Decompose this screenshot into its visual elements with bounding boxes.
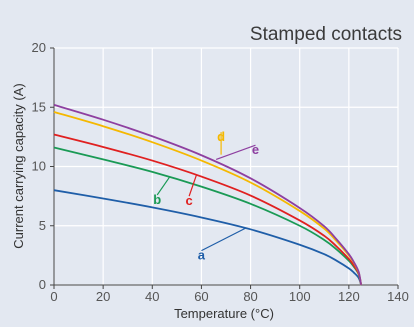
plot-area: 0 20 40 60 80 100 120 140 0 5 10 15 20 a b c d e [32,40,409,304]
x-tick-label: 60 [194,289,208,304]
series-label-d: d [217,129,225,144]
x-tick-label: 80 [243,289,257,304]
x-tick-label: 40 [145,289,159,304]
y-tick-label: 15 [32,99,46,114]
series-callout-a [201,227,246,252]
y-tick-label: 0 [39,277,46,292]
x-axis-label: Temperature (°C) [174,306,274,321]
x-tick-label: 140 [387,289,409,304]
x-tick-label: 20 [96,289,110,304]
series-label-c: c [186,193,193,208]
series-line-a [53,189,362,286]
y-axis-label: Current carrying capacity (A) [11,83,26,248]
x-tick-label: 0 [50,289,57,304]
series-callout-e [215,144,256,160]
x-tick-label: 100 [289,289,311,304]
series-line-c [53,133,363,286]
chart-title: Stamped contacts [250,24,402,45]
series-label-a: a [198,248,206,263]
series-line-e [53,104,363,286]
y-tick-label: 5 [39,218,46,233]
x-tick-label: 120 [338,289,360,304]
series-label-b: b [153,192,161,207]
series-label-e: e [252,142,259,157]
y-tick-label: 10 [32,159,46,174]
series-callout-b [156,176,170,196]
y-tick-label: 20 [32,40,46,55]
series-callout-c [188,174,198,197]
